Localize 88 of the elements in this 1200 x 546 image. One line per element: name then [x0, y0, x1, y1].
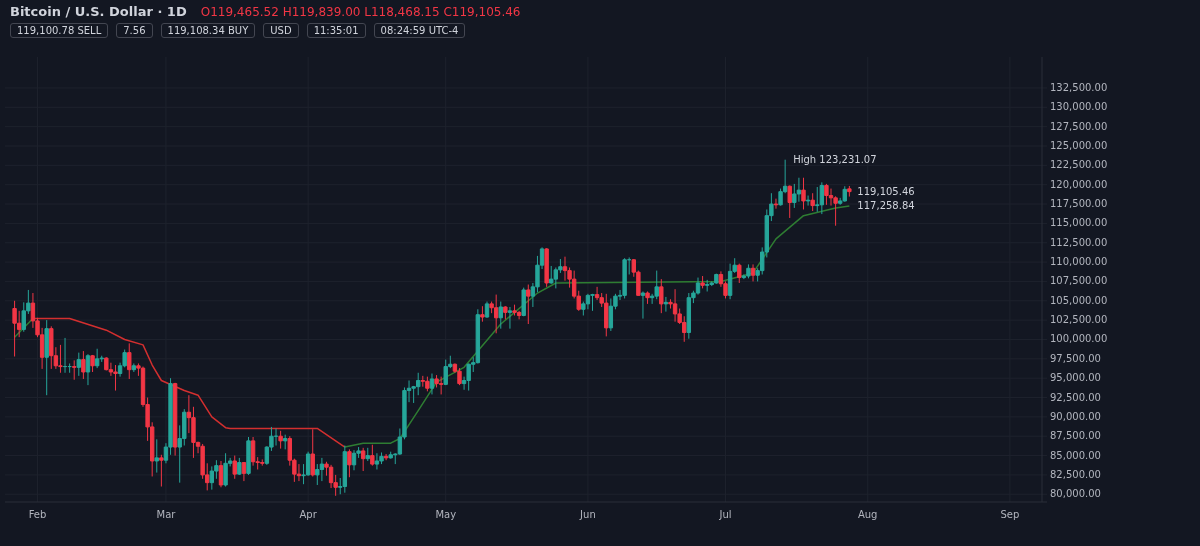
y-tick-label: 90,000.00 [1050, 410, 1101, 422]
y-tick-label: 117,500.00 [1050, 198, 1108, 210]
candlestick [159, 454, 164, 488]
candlestick [94, 348, 100, 369]
text: 7.56 [116, 23, 153, 38]
y-tick-label: 97,500.00 [1050, 352, 1101, 364]
candlestick [787, 184, 792, 219]
candlestick [370, 444, 375, 467]
y-tick-label: 112,500.00 [1050, 236, 1108, 248]
candlestick [828, 188, 834, 207]
text: 08:24:59 UTC-4 [373, 23, 466, 38]
candlestick [232, 455, 237, 480]
candlestick [347, 448, 352, 478]
candlestick [250, 436, 256, 467]
y-tick-label: 132,500.00 [1050, 81, 1108, 93]
candlestick [659, 278, 664, 314]
text: 11:35:01 [306, 23, 366, 38]
candlestick [72, 359, 77, 381]
y-tick-label: 95,000.00 [1050, 372, 1101, 384]
text: 119,108.34 BUY [160, 23, 256, 38]
candlestick [594, 286, 600, 301]
candlestick [16, 310, 22, 338]
candlestick [296, 463, 302, 482]
y-tick-label: 115,000.00 [1050, 217, 1108, 229]
chart-subtitle: O119,465.52 H119,839.00 L118,468.15 C119,105.46 [200, 5, 521, 19]
candlestick [241, 462, 247, 482]
candlestick [824, 183, 829, 206]
candlestick [640, 291, 646, 320]
text: 119,100.78 SELL [10, 23, 109, 38]
x-tick-label: Sep [1000, 509, 1020, 520]
candlestick [815, 186, 820, 213]
text: USD [263, 23, 299, 38]
candlestick [654, 270, 659, 300]
candlestick [310, 428, 315, 477]
y-tick-label: 120,000.00 [1050, 178, 1108, 190]
candlestick [805, 195, 811, 207]
candlestick [383, 453, 389, 461]
annotation: 119,105.46 [857, 185, 915, 197]
y-tick-label: 127,500.00 [1050, 120, 1108, 132]
candlestick [305, 451, 311, 477]
y-tick-label: 80,000.00 [1050, 488, 1101, 500]
candlestick [553, 267, 559, 289]
candlestick [562, 256, 568, 282]
x-tick-label: May [435, 509, 457, 520]
y-tick-label: 85,000.00 [1050, 449, 1101, 461]
annotation: High 123,231.07 [793, 153, 877, 165]
candlestick [81, 350, 86, 380]
candlestick [796, 177, 802, 203]
chart-title: Bitcoin / U.S. Dollar · 1D [10, 4, 187, 19]
y-tick-label: 102,500.00 [1050, 314, 1108, 326]
annotation: 117,258.84 [857, 199, 915, 211]
y-tick-label: 125,000.00 [1050, 140, 1108, 151]
y-tick-label: 92,500.00 [1050, 391, 1101, 403]
y-tick-label: 110,000.00 [1050, 256, 1108, 268]
x-tick-label: Feb [28, 509, 47, 520]
candlestick [498, 301, 503, 330]
candlestick [85, 353, 91, 386]
candlestick [773, 198, 779, 210]
candlestick [58, 344, 63, 374]
candlestick [608, 297, 614, 332]
y-tick-label: 130,000.00 [1050, 101, 1108, 113]
candlestick [737, 263, 742, 284]
candlestick [819, 181, 825, 215]
candlestick [223, 452, 228, 488]
y-tick-label: 107,500.00 [1050, 275, 1108, 287]
x-tick-label: Jun [579, 509, 596, 520]
x-tick-label: Mar [156, 509, 177, 520]
y-tick-label: 122,500.00 [1050, 159, 1108, 171]
candlestick [526, 284, 531, 325]
y-tick-label: 87,500.00 [1050, 430, 1101, 442]
candlestick [113, 364, 118, 392]
y-tick-label: 82,500.00 [1050, 468, 1101, 480]
candlestick [154, 438, 159, 474]
candlestick [351, 449, 357, 471]
x-tick-label: Aug [857, 509, 878, 520]
candlestick [127, 342, 132, 380]
candlestick [12, 300, 17, 357]
candlestick [218, 460, 224, 488]
candlestick [76, 352, 81, 377]
candlestick [429, 373, 435, 395]
candlestick [801, 177, 806, 210]
y-tick-label: 100,000.00 [1050, 333, 1108, 345]
x-tick-label: Jul [718, 509, 732, 520]
candlestick [750, 263, 756, 282]
candlestick [507, 306, 513, 330]
candlestick [209, 465, 215, 491]
y-tick-label: 105,000.00 [1050, 294, 1108, 306]
x-tick-label: Apr [299, 509, 318, 520]
